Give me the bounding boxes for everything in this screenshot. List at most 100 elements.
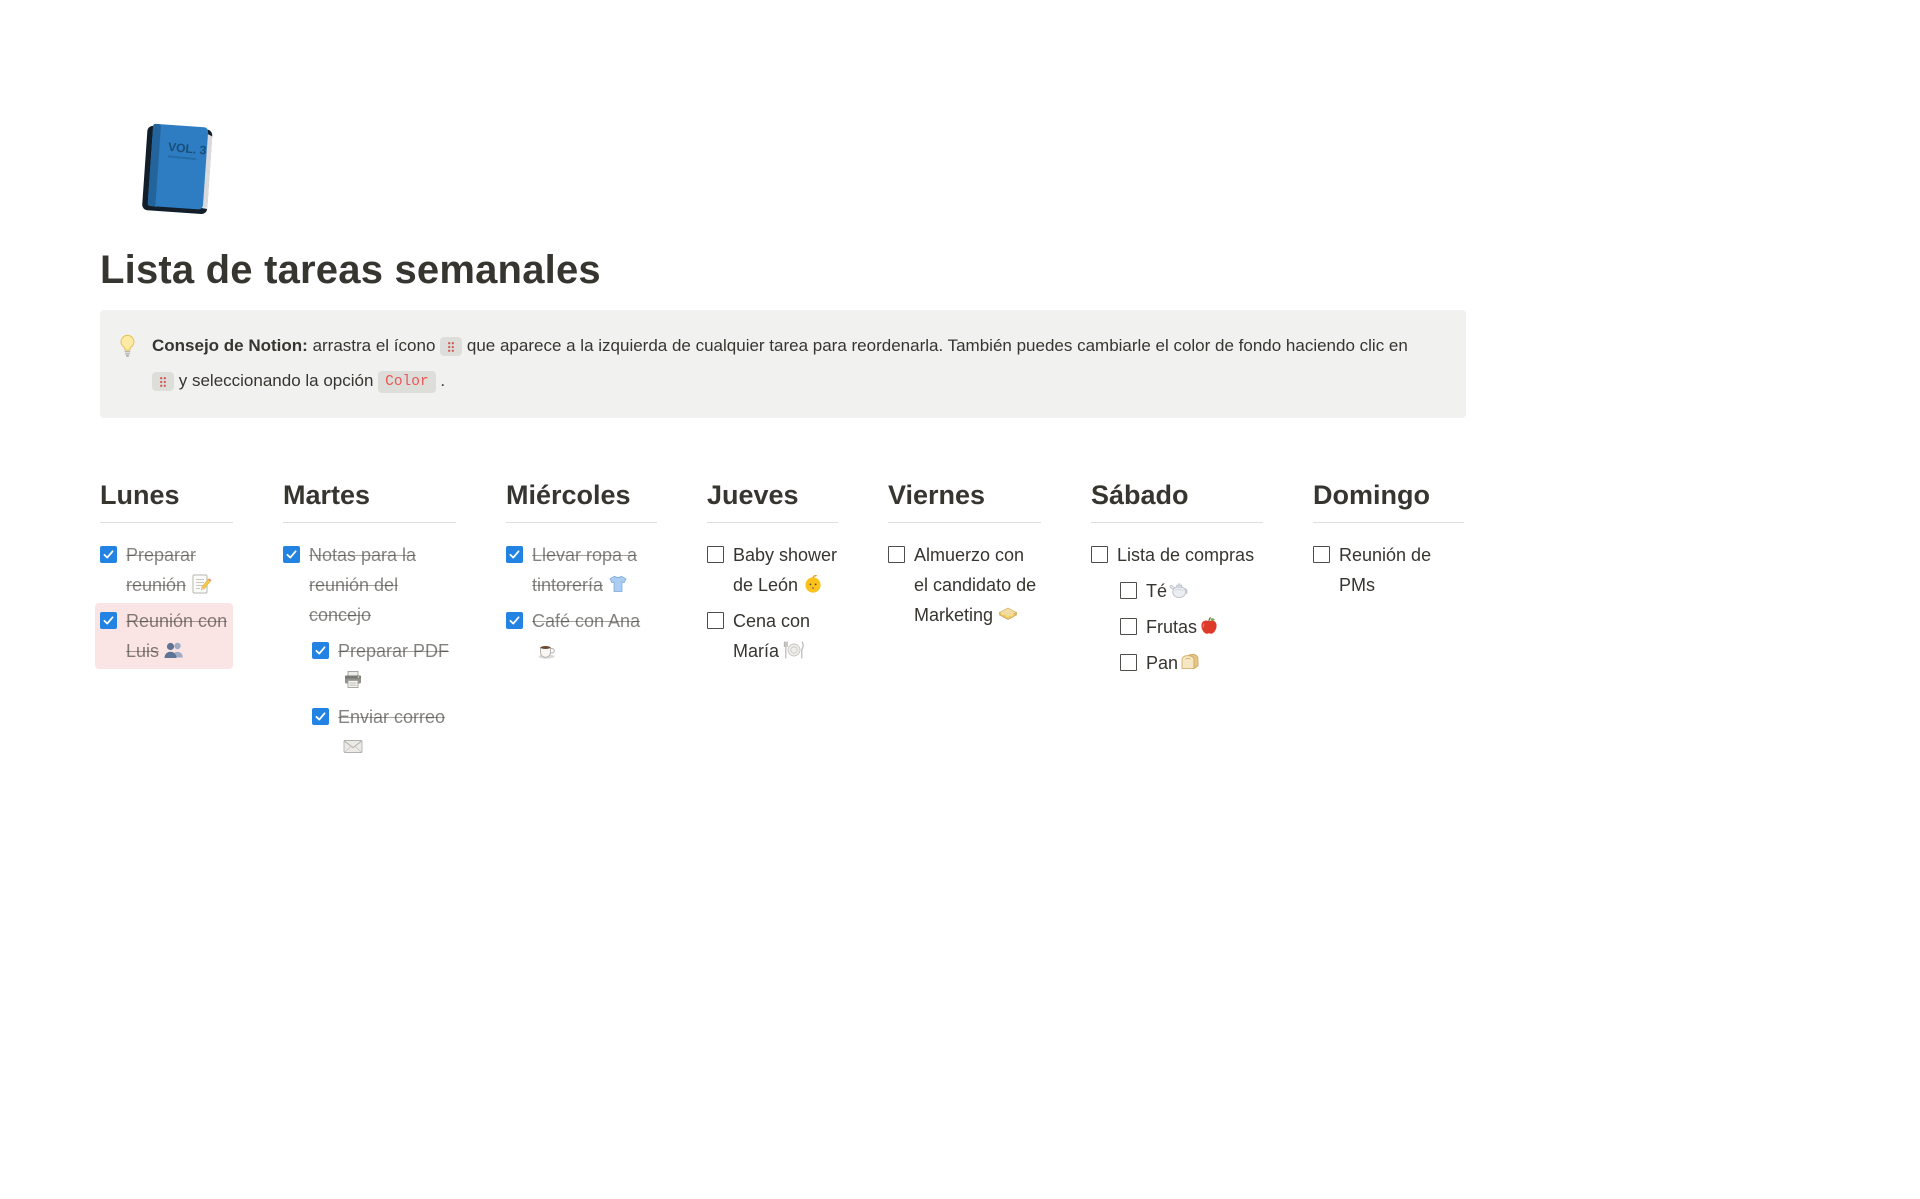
todo-item[interactable]: Frutas: [1120, 610, 1263, 644]
divider: [100, 522, 233, 524]
bread-icon: [1179, 651, 1201, 673]
todo-text: Cena con María: [733, 611, 811, 662]
checkbox-checked[interactable]: [506, 546, 523, 564]
todo-body: Almuerzo con el candidato de Marketing: [914, 540, 1041, 630]
todo-body: Baby shower de León: [733, 540, 838, 600]
checkbox-unchecked[interactable]: [1091, 546, 1108, 564]
todo-item[interactable]: Reunión con Luis: [95, 603, 233, 670]
todo-body: Reunión de PMs: [1339, 540, 1464, 600]
callout-text-3: y seleccionando la opción: [178, 371, 374, 390]
callout-text-2: que aparece a la izquierda de cualquier …: [466, 336, 1408, 355]
checkbox-checked[interactable]: [283, 546, 300, 564]
todo-body: Cena con María: [733, 606, 838, 666]
callout-text-1: arrastra el ícono: [312, 336, 436, 355]
checkbox-checked[interactable]: [312, 708, 329, 726]
todo-body: Reunión con Luis: [126, 606, 233, 666]
todo-text: Enviar correo: [338, 707, 446, 728]
todo-text: Preparar PDF: [338, 641, 450, 662]
todo-body: Frutas: [1146, 612, 1263, 642]
callout-text-end: .: [440, 371, 446, 390]
todo-text: Pan: [1146, 653, 1179, 674]
envelope-icon: [342, 735, 364, 757]
checkbox-unchecked[interactable]: [707, 612, 724, 630]
todo-text: Almuerzo con el candidato de Marketing: [914, 545, 1037, 626]
day-title: Jueves: [707, 480, 799, 510]
todo-item[interactable]: Preparar PDF: [312, 634, 456, 698]
todo-body: Lista de compras: [1117, 540, 1263, 570]
todo-item[interactable]: Baby shower de León: [707, 538, 838, 602]
day-column-lunes: Lunes Preparar reunión Reunión con Luis: [95, 480, 233, 671]
coffee-icon: [536, 639, 558, 661]
t-shirt-icon: [607, 573, 629, 595]
todo-item[interactable]: Almuerzo con el candidato de Marketing: [888, 538, 1041, 632]
divider: [888, 522, 1041, 524]
todo-item[interactable]: Lista de compras: [1091, 538, 1263, 572]
printer-icon: [342, 669, 364, 691]
light-bulb-icon: [116, 333, 139, 359]
plate-cutlery-icon: [783, 639, 805, 661]
todo-item[interactable]: Cena con María: [707, 604, 838, 668]
day-column-viernes: Viernes Almuerzo con el candidato de Mark…: [888, 480, 1041, 634]
todo-item[interactable]: Llevar ropa a tintorería: [506, 538, 657, 602]
todo-text: Té: [1146, 581, 1168, 602]
todo-item[interactable]: Preparar reunión: [100, 538, 233, 602]
day-title: Viernes: [888, 480, 986, 510]
todo-text: Llevar ropa a tintorería: [532, 545, 638, 596]
day-column-miércoles: Miércoles Llevar ropa a tintorería Café co…: [506, 480, 657, 670]
todo-item[interactable]: Té: [1120, 574, 1263, 608]
checkbox-checked[interactable]: [100, 546, 117, 564]
page-title[interactable]: Lista de tareas semanales: [100, 248, 601, 292]
day-column-jueves: Jueves Baby shower de León Cena con María: [707, 480, 838, 670]
color-code-badge: Color: [378, 371, 436, 393]
todo-text: Reunión con Luis: [126, 611, 228, 662]
todo-body: Té: [1146, 576, 1263, 606]
divider: [1313, 522, 1464, 524]
todo-text: Café con Ana: [532, 611, 641, 632]
todo-text: Lista de compras: [1117, 545, 1255, 566]
todo-text: Reunión de PMs: [1339, 545, 1432, 596]
memo-icon: [190, 573, 212, 595]
sandwich-icon: [997, 603, 1019, 625]
checkbox-unchecked[interactable]: [1120, 654, 1137, 672]
busts-icon: [163, 639, 185, 661]
apple-icon: [1198, 615, 1220, 637]
day-title: Miércoles: [506, 480, 631, 510]
todo-item[interactable]: Pan: [1120, 646, 1263, 680]
todo-body: Notas para la reunión del concejo: [309, 540, 456, 630]
day-column-martes: Martes Notas para la reunión del concejo P…: [283, 480, 456, 766]
page-icon-blue-book[interactable]: VOL. 3: [126, 118, 230, 222]
todo-body: Preparar PDF: [338, 636, 456, 696]
teapot-icon: [1168, 579, 1190, 601]
checkbox-unchecked[interactable]: [1120, 618, 1137, 636]
drag-handle-icon: [440, 337, 463, 356]
todo-item[interactable]: Enviar correo: [312, 700, 456, 764]
callout-text: Consejo de Notion: arrastra el ícono que…: [152, 328, 1422, 400]
todo-body: Pan: [1146, 648, 1263, 678]
todo-item[interactable]: Café con Ana: [506, 604, 657, 668]
baby-icon: [802, 573, 824, 595]
todo-text: Preparar reunión: [126, 545, 197, 596]
checkbox-unchecked[interactable]: [707, 546, 724, 564]
todo-body: Preparar reunión: [126, 540, 233, 600]
divider: [1091, 522, 1263, 524]
checkbox-checked[interactable]: [312, 642, 329, 660]
checkbox-checked[interactable]: [506, 612, 523, 630]
divider: [283, 522, 456, 524]
day-title: Domingo: [1313, 480, 1430, 510]
checkbox-unchecked[interactable]: [888, 546, 905, 564]
todo-item[interactable]: Notas para la reunión del concejo: [283, 538, 456, 632]
checkbox-checked[interactable]: [100, 612, 117, 630]
callout-bold-label: Consejo de Notion:: [152, 336, 308, 355]
week-board: Lunes Preparar reunión Reunión con Luis Mar…: [95, 480, 1820, 766]
tip-callout[interactable]: Consejo de Notion: arrastra el ícono que…: [100, 310, 1466, 418]
day-title: Martes: [283, 480, 371, 510]
day-column-sábado: Sábado Lista de compras Té Frutas Pan: [1091, 480, 1263, 682]
todo-item[interactable]: Reunión de PMs: [1313, 538, 1464, 602]
checkbox-unchecked[interactable]: [1313, 546, 1330, 564]
day-title: Lunes: [100, 480, 180, 510]
checkbox-unchecked[interactable]: [1120, 582, 1137, 600]
todo-text: Notas para la reunión del concejo: [309, 545, 417, 626]
drag-handle-icon: [152, 372, 174, 391]
divider: [707, 522, 838, 524]
